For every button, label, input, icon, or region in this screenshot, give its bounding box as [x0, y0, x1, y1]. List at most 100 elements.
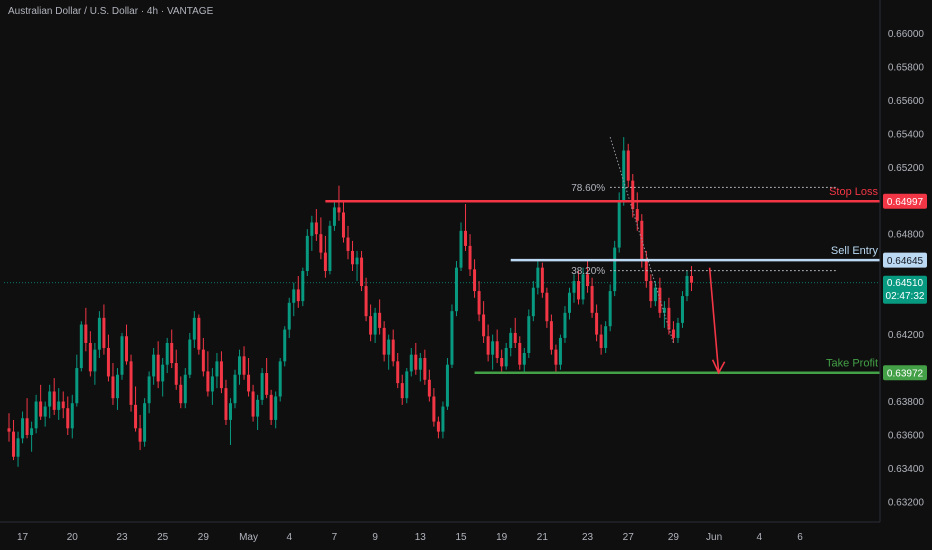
- candle-body: [635, 209, 639, 221]
- candle-body: [558, 337, 562, 365]
- y-tick-label: 0.66000: [888, 29, 925, 40]
- x-tick-label: 4: [286, 532, 292, 543]
- candle-body: [540, 267, 544, 293]
- candle-body: [251, 391, 255, 417]
- candle-body: [622, 150, 626, 201]
- candle-body: [233, 374, 237, 404]
- candle-body: [48, 391, 52, 407]
- candle-body: [156, 354, 160, 382]
- candle-body: [174, 363, 178, 385]
- candle-body: [518, 342, 522, 365]
- countdown-text: 02:47:32: [886, 291, 925, 302]
- x-tick-label: 20: [67, 532, 79, 543]
- level-price-text: 0.63972: [887, 369, 924, 380]
- level-price-tag: [883, 193, 927, 209]
- candle-body: [599, 334, 603, 348]
- candle-body: [283, 329, 287, 362]
- candle-body: [418, 358, 422, 370]
- candle-body: [464, 230, 468, 246]
- fib-level-label: 78.60%: [571, 183, 605, 194]
- candle-body: [21, 418, 25, 439]
- candle-body: [441, 406, 445, 432]
- candle-body: [43, 406, 47, 417]
- x-tick-label: 9: [372, 532, 378, 543]
- candle-body: [387, 339, 391, 355]
- candle-body: [563, 312, 567, 338]
- y-tick-label: 0.63200: [888, 497, 925, 508]
- candle-body: [586, 274, 590, 287]
- level-name: Take Profit: [826, 358, 878, 370]
- candle-body: [680, 296, 684, 323]
- level-price-tag: [883, 252, 927, 268]
- candle-body: [314, 222, 318, 235]
- candle-body: [495, 341, 499, 359]
- x-tick-label: 21: [537, 532, 549, 543]
- candle-body: [690, 276, 694, 283]
- candle-body: [536, 267, 540, 288]
- current-price-tag: [883, 275, 927, 304]
- candle-body: [247, 374, 251, 392]
- candle-body: [486, 336, 490, 355]
- candle-body: [224, 388, 228, 420]
- candle-body: [567, 292, 571, 313]
- candle-body: [400, 383, 404, 399]
- candle-body: [436, 421, 440, 432]
- candle-body: [427, 379, 431, 397]
- fib-level-label: 38.20%: [571, 266, 605, 277]
- candle-body: [396, 361, 400, 384]
- candle-body: [595, 312, 599, 335]
- candle-body: [500, 358, 504, 367]
- x-tick-label: 7: [332, 532, 338, 543]
- x-tick-label: 17: [17, 532, 29, 543]
- candle-body: [183, 374, 187, 404]
- candle-body: [337, 207, 341, 213]
- candle-body: [676, 322, 680, 338]
- candle-body: [608, 291, 612, 327]
- candle-body: [626, 150, 630, 181]
- y-tick-label: 0.63600: [888, 430, 925, 441]
- candle-body: [409, 354, 413, 372]
- candle-body: [685, 276, 689, 297]
- candle-body: [445, 364, 449, 407]
- candle-body: [301, 271, 305, 302]
- candle-body: [120, 336, 124, 375]
- levels: 78.60% 38.20% Stop Loss 0.64997 Sell Entry 0.…: [325, 136, 927, 381]
- candle-body: [482, 314, 486, 337]
- candle-body: [581, 274, 585, 300]
- candle-body: [179, 384, 183, 404]
- candle-body: [143, 403, 147, 442]
- candle-body: [79, 324, 83, 369]
- candle-body: [658, 287, 662, 313]
- candle-body: [572, 281, 576, 293]
- candle-body: [12, 431, 16, 457]
- candle-body: [170, 342, 174, 364]
- candle-body: [346, 237, 350, 251]
- candle-body: [405, 371, 409, 399]
- x-tick-label: 13: [415, 532, 427, 543]
- candle-body: [147, 376, 151, 404]
- candle-body: [52, 391, 56, 410]
- candle-body: [631, 180, 635, 210]
- y-tick-label: 0.63800: [888, 397, 925, 408]
- candle-body: [134, 404, 138, 429]
- candle-body: [649, 281, 653, 302]
- candle-body: [201, 349, 205, 372]
- current-price-text: 0.64510: [887, 278, 924, 289]
- candle-body: [504, 347, 508, 367]
- candle-body: [468, 245, 472, 270]
- candle-body: [75, 368, 79, 404]
- candle-body: [617, 200, 621, 248]
- candle-body: [115, 374, 119, 399]
- candle-body: [287, 302, 291, 330]
- candle-body: [274, 396, 278, 420]
- candle-body: [16, 438, 20, 457]
- candle-body: [39, 401, 43, 417]
- candle-body: [319, 234, 323, 253]
- symbol-title: Australian Dollar / U.S. Dollar · 4h · V…: [8, 6, 214, 17]
- candle-body: [473, 269, 477, 292]
- y-tick-label: 0.65400: [888, 129, 925, 140]
- candle-body: [192, 317, 196, 340]
- candle-body: [355, 257, 359, 265]
- candles: [7, 137, 694, 467]
